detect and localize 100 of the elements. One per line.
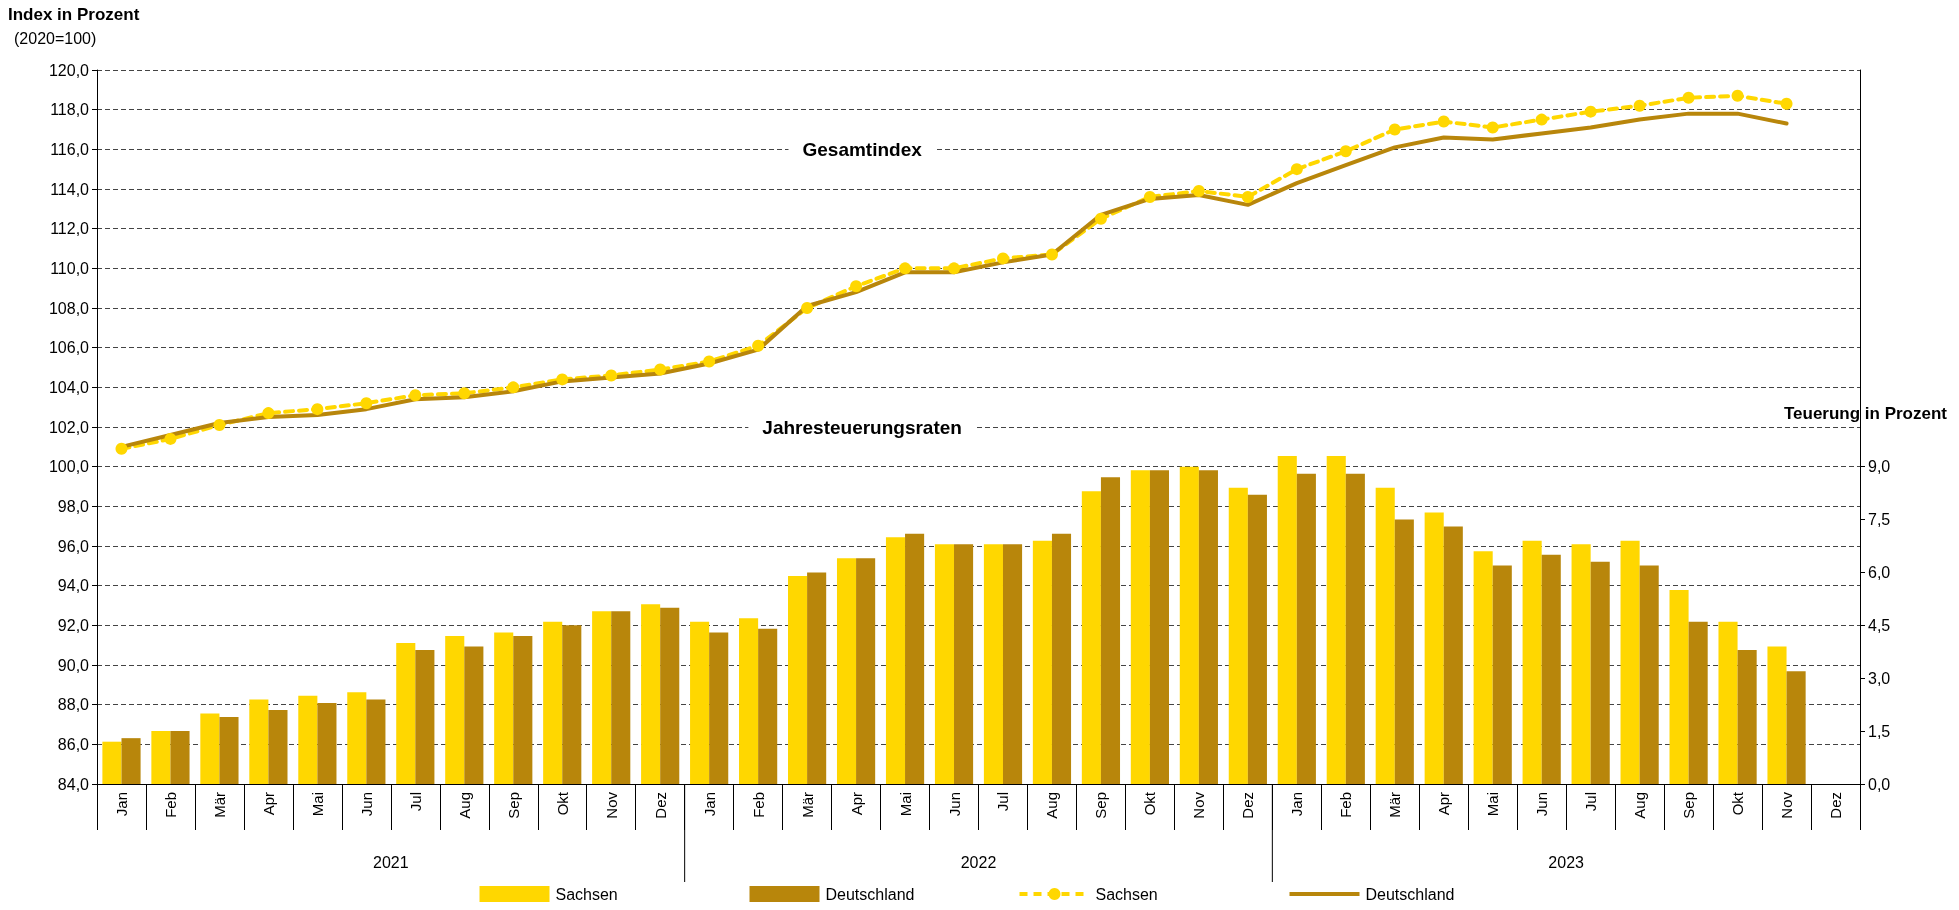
point [997,252,1009,265]
bar [415,650,435,784]
bar [513,635,533,784]
x-tick-label: Mär [1386,792,1404,818]
x-tick-label: Mai [308,792,326,817]
point [164,432,177,445]
x-tick-label: Jun [1533,792,1551,817]
x-tick-label: Feb [1337,792,1355,818]
bar [611,611,631,784]
bar [1179,466,1199,784]
bar [1394,519,1414,784]
bar [1345,473,1365,784]
bar [836,558,857,784]
bar [954,544,974,784]
y2-axis-title: Teuerung in Prozent [1783,404,1948,423]
bar [1639,565,1659,784]
y-tick-label: 118,0 [50,101,90,119]
point [213,419,226,432]
bar [366,699,386,784]
bar [905,533,925,784]
point [458,387,471,400]
bar [494,632,514,784]
y-axis-title: Index in Prozent [8,5,140,24]
point [1486,121,1499,134]
y-tick-label: 86,0 [57,735,90,753]
point [311,403,324,416]
bar [1492,565,1512,784]
text: 2022 [960,853,997,871]
x-tick-label: Dez [1239,792,1257,819]
point [654,363,667,376]
x-tick-label: Okt [1141,791,1159,816]
point [1584,105,1597,118]
y-tick-label: 90,0 [57,656,90,674]
bar [1002,544,1023,784]
bar [121,738,141,784]
bar [317,702,337,784]
bar [396,642,416,784]
point [1633,99,1646,112]
point [262,407,275,420]
x-tick-label: Aug [455,792,473,819]
x-tick-label: Dez [1827,792,1845,819]
bar [1620,540,1640,784]
bar [641,604,661,784]
x-tick-label: Dez [651,792,669,819]
point [115,442,128,455]
bar [249,699,269,784]
point [703,355,716,368]
bar [1522,540,1542,784]
x-tick-label: Nov [1778,791,1796,819]
y2-tick-label: 1,5 [1868,722,1891,740]
bar [1669,590,1689,784]
y-tick-label: 112,0 [50,220,90,238]
y2-tick-label: 6,0 [1868,563,1891,581]
y-tick-label: 98,0 [57,497,90,515]
y-tick-label: 106,0 [48,339,90,357]
bar [885,537,906,784]
x-tick-label: Jun [945,792,963,817]
bar [807,572,827,784]
point [1682,91,1695,104]
point [850,280,863,293]
x-tick-label: Jul [1582,792,1600,812]
bar [1424,512,1444,784]
legend-label: Deutschland [825,885,915,903]
bar [1326,456,1346,784]
y-tick-label: 120,0 [48,61,90,79]
bar [1737,650,1757,784]
point [1339,145,1352,158]
y-tick-label: 114,0 [50,180,90,198]
x-tick-label: Apr [259,792,277,816]
point [1388,123,1401,136]
bar [856,558,876,784]
y-tick-label: 116,0 [50,140,90,158]
y-tick-label: 88,0 [57,696,90,714]
bar [1296,473,1316,784]
bar [268,709,288,784]
y-tick-label: 92,0 [57,616,90,634]
point [1094,212,1107,225]
legend-label: Sachsen [1095,885,1158,903]
bar [1571,544,1591,784]
x-tick-label: Apr [1435,792,1453,816]
bar [1767,646,1787,784]
x-tick-label: Sep [504,792,522,819]
bar [170,731,190,784]
point [752,339,765,352]
point [1192,184,1205,197]
bar [709,632,729,784]
bar [1786,671,1806,784]
x-tick-label: Jan [112,792,130,817]
point [1045,248,1058,261]
text: (2020=100) [14,29,97,47]
point [556,373,569,386]
x-tick-label: Okt [1729,791,1747,816]
y-tick-label: 100,0 [48,458,90,476]
bar [347,692,367,784]
point [360,397,373,410]
bar [934,544,955,784]
bar [758,628,778,784]
legend-label: Sachsen [555,885,618,903]
y-tick-label: 84,0 [57,775,90,793]
bar [1718,621,1738,784]
